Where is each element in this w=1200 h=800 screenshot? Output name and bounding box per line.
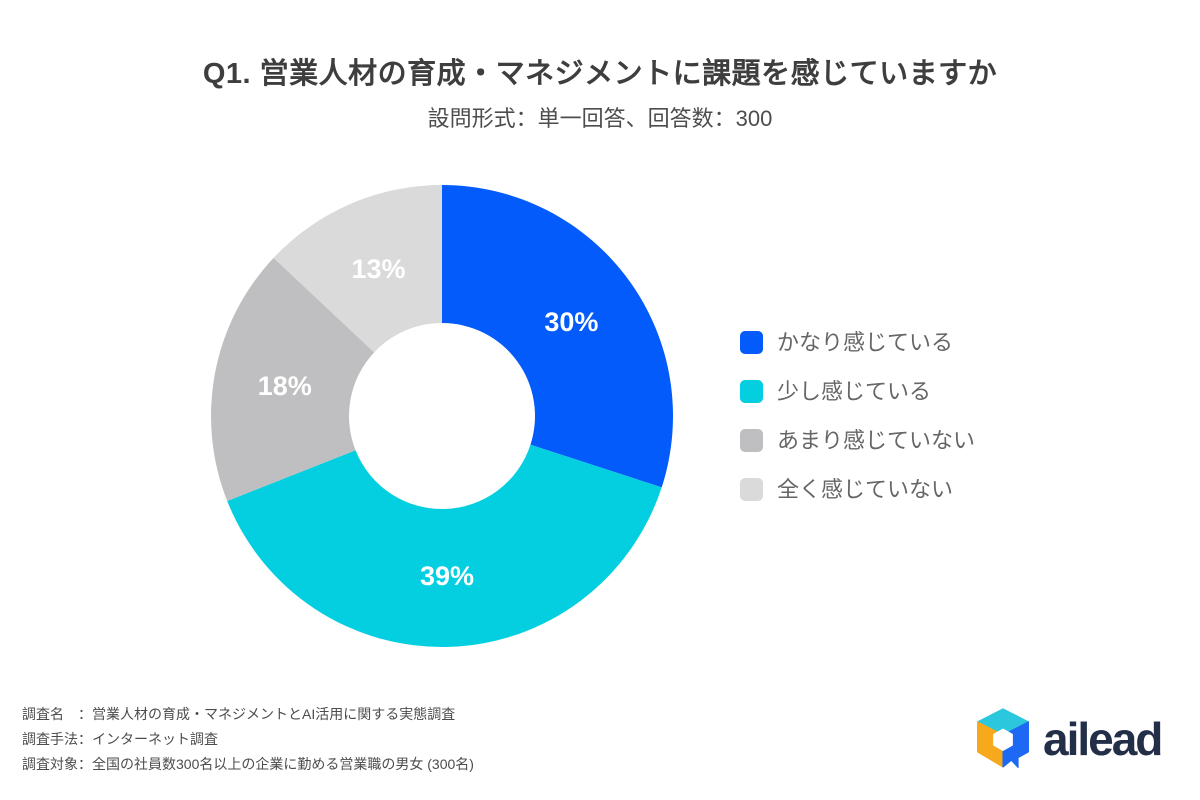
donut-slice-18% — [210, 257, 375, 502]
legend-label: あまり感じていない — [777, 428, 976, 453]
legend-item: あまり感じていない — [740, 429, 975, 452]
legend-label: かなり感じている — [777, 330, 954, 355]
legend-swatch — [740, 429, 763, 452]
legend-item: 全く感じていない — [740, 478, 975, 501]
ailead-logo-icon — [977, 708, 1029, 769]
slice-percentage-label: 30% — [544, 307, 598, 337]
legend-label: 全く感じていない — [777, 477, 954, 502]
chart-title: Q1. 営業人材の育成・マネジメントに課題を感じていますか — [202, 58, 998, 90]
legend-swatch — [740, 478, 763, 501]
chart-subtitle: 設問形式：単一回答、回答数：300 — [427, 106, 773, 131]
slice-percentage-label: 18% — [258, 371, 312, 401]
survey-name-line: 調査名 ：営業人材の育成・マネジメントとAI活用に関する実態調査 — [22, 706, 456, 722]
legend-swatch — [740, 331, 763, 354]
donut-slice-39% — [227, 444, 662, 647]
legend-item: かなり感じている — [740, 331, 975, 354]
donut-slice-13% — [273, 185, 442, 353]
ailead-logo: ailead — [977, 708, 1163, 771]
legend-item: 少し感じている — [740, 380, 975, 403]
legend-swatch — [740, 380, 763, 403]
legend-label: 少し感じている — [777, 379, 932, 404]
survey-method-line: 調査手法：インターネット調査 — [22, 731, 218, 747]
survey-notes: 調査名 ：営業人材の育成・マネジメントとAI活用に関する実態調査 調査手法：イン… — [22, 702, 474, 777]
chart-legend: かなり感じている 少し感じている あまり感じていない 全く感じていない — [740, 331, 975, 527]
slice-percentage-label: 39% — [420, 561, 474, 591]
donut-slice-30% — [442, 185, 673, 488]
ailead-logo-text: ailead — [1043, 713, 1163, 765]
slice-percentage-label: 13% — [351, 254, 405, 284]
survey-target-line: 調査対象：全国の社員数300名以上の企業に勤める営業職の男女 (300名) — [22, 756, 474, 772]
logo-cube-hole — [993, 728, 1013, 751]
